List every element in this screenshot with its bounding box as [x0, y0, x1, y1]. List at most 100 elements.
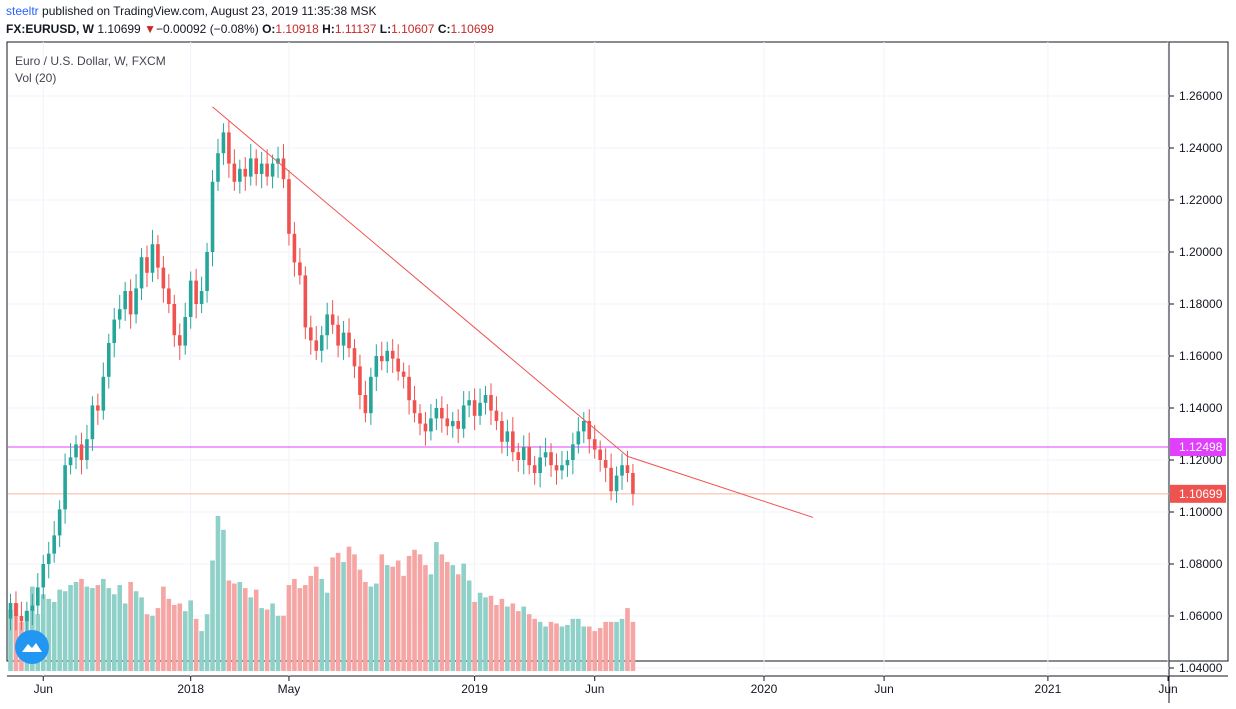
candle-body — [216, 153, 220, 182]
candle-body — [472, 400, 477, 416]
volume-bar — [537, 621, 543, 671]
volume-bar — [62, 591, 68, 671]
y-tick-label: 1.12000 — [1179, 453, 1223, 467]
candle-body — [336, 324, 340, 346]
candle-body — [369, 376, 373, 414]
volume-bar — [8, 609, 13, 671]
candle-body — [385, 350, 390, 362]
candle-body — [521, 447, 526, 460]
volume-bar — [193, 618, 199, 671]
candle-body — [123, 291, 127, 310]
candle-body — [199, 291, 204, 304]
volume-bar — [576, 618, 581, 671]
last-price: 1.10699 — [97, 22, 141, 36]
candle-body — [259, 163, 264, 174]
candle-body — [347, 332, 351, 349]
candle-body — [456, 421, 461, 429]
volume-bar — [204, 614, 210, 671]
volume-bar — [488, 595, 494, 671]
candle-body — [423, 423, 428, 432]
x-tick-label: Jun — [34, 682, 53, 696]
candle-body — [532, 465, 537, 473]
volume-title: Vol (20) — [15, 71, 57, 85]
y-tick-label: 1.22000 — [1179, 193, 1223, 207]
volume-bar — [461, 563, 466, 671]
volume-bar — [90, 588, 95, 671]
publisher-link[interactable]: steeltr — [6, 4, 39, 18]
candle-body — [63, 465, 67, 510]
candle-body — [582, 421, 586, 432]
y-tick-label: 1.16000 — [1179, 349, 1223, 363]
x-tick-label: 2019 — [461, 682, 488, 696]
y-tick-label: 1.04000 — [1179, 661, 1223, 675]
x-tick-label: Jun — [874, 682, 893, 696]
volume-bar — [73, 581, 79, 671]
candle-body — [516, 452, 521, 460]
candle-body — [500, 421, 504, 442]
volume-bar — [117, 585, 122, 671]
volume-bar — [210, 560, 215, 671]
low-label: L: — [379, 22, 392, 36]
volume-bar — [597, 628, 603, 671]
symbol-label: FX:EURUSD, W — [6, 22, 94, 36]
volume-bar — [324, 592, 330, 671]
candle-body — [625, 465, 630, 473]
candle-body — [631, 473, 635, 494]
candle-body — [254, 158, 258, 174]
volume-bar — [166, 598, 172, 671]
volume-bar — [592, 631, 598, 671]
volume-bar — [384, 565, 390, 671]
volume-bar — [526, 614, 532, 671]
candle-body — [445, 418, 450, 427]
volume-bar — [188, 600, 193, 671]
high-value: 1.11137 — [334, 22, 377, 36]
published-text: published on TradingView.com, August 23,… — [42, 4, 377, 18]
candle-body — [379, 356, 384, 362]
volume-bar — [570, 618, 576, 671]
candle-body — [571, 444, 575, 460]
candle-body — [614, 475, 619, 492]
volume-bar — [237, 581, 243, 671]
candle-body — [270, 163, 275, 177]
candle-body — [341, 332, 346, 346]
candle-body — [243, 168, 248, 177]
candle-body — [565, 460, 570, 466]
volume-bar — [297, 588, 303, 671]
candle-body — [90, 405, 95, 440]
volume-bar — [445, 562, 450, 671]
volume-bar — [368, 586, 374, 671]
volume-bar — [586, 626, 592, 671]
volume-bar — [111, 594, 117, 671]
candle-body — [281, 158, 286, 180]
volume-bar — [450, 565, 456, 671]
candle-body — [434, 408, 439, 419]
volume-bar — [559, 626, 565, 671]
volume-bar — [177, 603, 183, 671]
volume-bar — [270, 603, 275, 671]
y-tick-label: 1.14000 — [1179, 401, 1223, 415]
volume-bar — [363, 581, 368, 671]
y-tick-label: 1.26000 — [1179, 89, 1223, 103]
candle-body — [117, 309, 122, 320]
volume-bar — [259, 608, 264, 671]
candle-body — [494, 410, 499, 421]
volume-bar — [565, 624, 570, 671]
volume-bar — [390, 566, 395, 671]
candle-body — [440, 408, 444, 419]
volume-bar — [155, 608, 161, 671]
candle-body — [194, 280, 198, 304]
tradingview-logo-icon[interactable] — [15, 630, 49, 664]
volume-bar — [439, 554, 445, 671]
x-tick-label: Jun — [585, 682, 604, 696]
candle-body — [74, 444, 78, 458]
candle-body — [543, 452, 548, 458]
candle-body — [46, 553, 51, 564]
x-tick-label: 2021 — [1035, 682, 1062, 696]
candle-body — [396, 358, 400, 372]
candle-body — [620, 465, 624, 476]
candle-body — [609, 467, 613, 492]
volume-bar — [101, 578, 106, 671]
volume-bar — [581, 626, 587, 671]
volume-bar — [330, 557, 335, 671]
